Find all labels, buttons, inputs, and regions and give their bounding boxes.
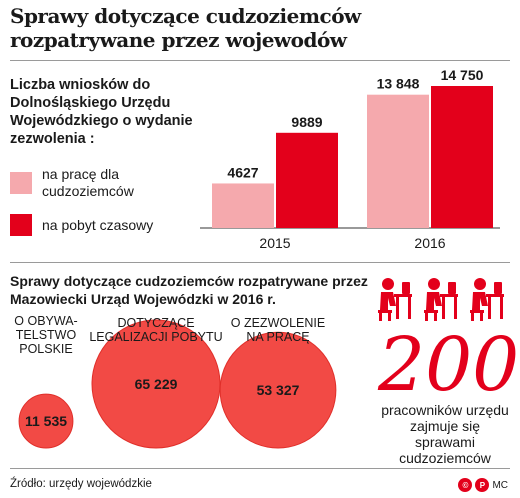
bubble-category-label: O ZEZWOLENIE NA PRACĘ: [230, 316, 326, 344]
bubble-category-label: O OBYWA- TELSTWO POLSKIE: [14, 314, 78, 356]
divider: [10, 262, 510, 263]
bar-chart: 4627 9889 2015 13 848 14 750 2016: [200, 67, 500, 251]
bubble-chart-title: Sprawy dotyczące cudzoziemców rozpatrywa…: [10, 273, 368, 307]
legend-swatch-red: [10, 214, 32, 236]
author-initials: MC: [492, 479, 508, 491]
divider: [10, 60, 510, 61]
legend-swatch-light: [10, 172, 32, 194]
office-workers-icon: [378, 278, 504, 321]
bubble-category-label: DOTYCZĄCE LEGALIZACJI POBYTU: [89, 316, 223, 344]
legend-label: na pracę dla cudzoziemców: [42, 166, 134, 199]
staff-number: 200: [378, 322, 520, 408]
data-label: 4627: [227, 164, 258, 180]
staff-description: pracowników urzędu zajmuje się sprawami …: [381, 402, 509, 466]
data-label: 9889: [291, 114, 322, 130]
x-tick-label: 2016: [414, 235, 445, 251]
legend-label: na pobyt czasowy: [42, 216, 154, 233]
bubble-chart: 11 535 65 229 53 327: [18, 319, 337, 449]
bubble: [219, 331, 337, 449]
bar: [212, 183, 274, 228]
chart-title: Sprawy dotyczące cudzoziemców rozpatrywa…: [10, 4, 361, 52]
bubble: [18, 393, 74, 449]
legend-item-work: na pracę dla cudzoziemców: [10, 166, 172, 200]
bar: [276, 132, 338, 228]
bar-chart-title: Liczba wniosków do Dolnośląskiego Urzędu…: [10, 77, 193, 147]
source-note: Źródło: urzędy wojewódzkie: [10, 478, 152, 490]
brand-logo-icon: P: [475, 478, 490, 492]
bubble-value-label: 11 535: [25, 413, 67, 429]
x-tick-label: 2015: [259, 235, 290, 251]
copyright-icon: ©: [458, 478, 473, 492]
data-label: 14 750: [441, 67, 484, 83]
bubble-value-label: 65 229: [135, 376, 178, 392]
data-label: 13 848: [377, 76, 420, 92]
divider: [10, 468, 510, 469]
bar: [431, 86, 493, 228]
legend-item-stay: na pobyt czasowy: [10, 214, 153, 236]
credit: © P MC: [458, 478, 508, 492]
bubble-value-label: 53 327: [257, 382, 300, 398]
bar: [367, 94, 429, 229]
